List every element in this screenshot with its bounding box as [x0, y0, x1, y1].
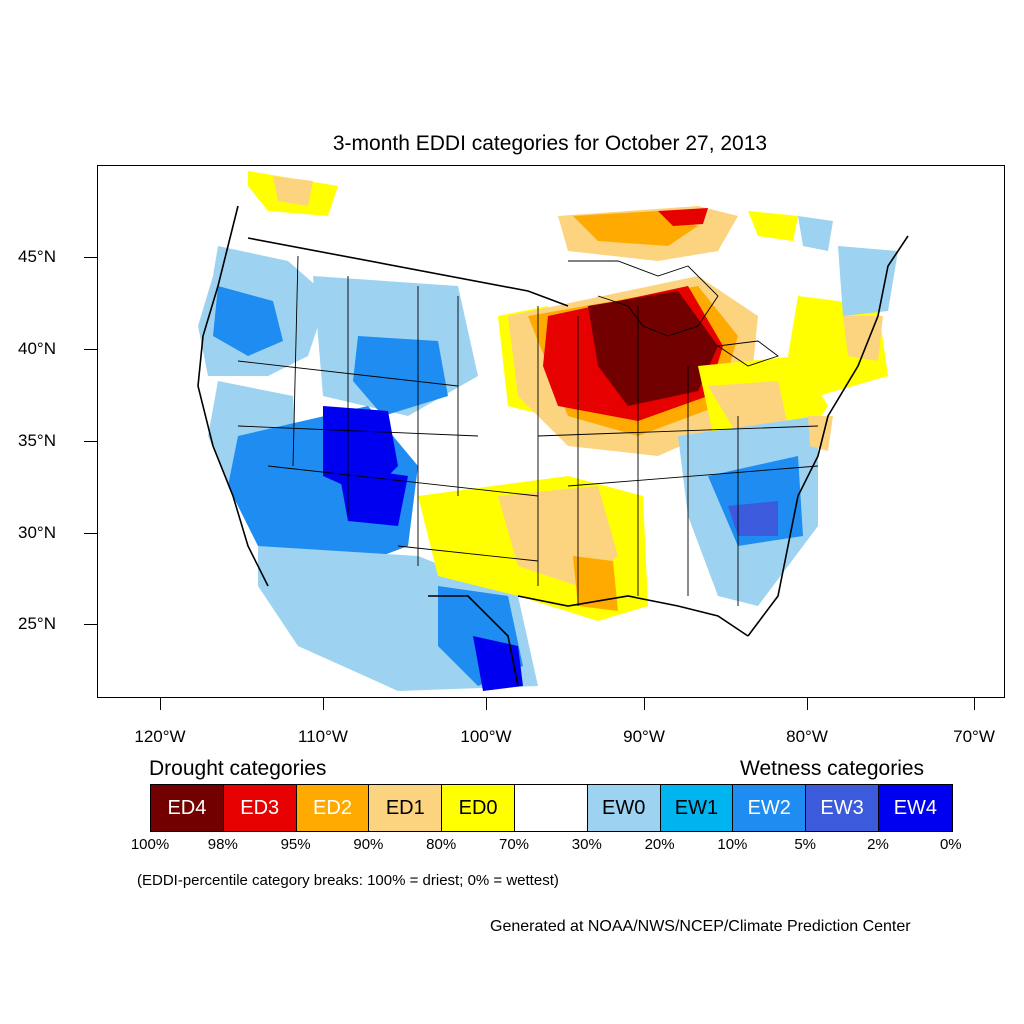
region-az-ew4: [338, 466, 408, 526]
lon-label-120w: 120°W: [134, 727, 186, 746]
legend-cell-ed2: ED2: [296, 785, 370, 831]
lat-tick: [84, 624, 97, 625]
state-lines: [237, 255, 819, 606]
region-carolinas-ew2: [708, 456, 803, 546]
lat-label-30n: 30°N: [18, 523, 56, 542]
lat-tick: [84, 441, 97, 442]
lon-tick: [486, 697, 487, 710]
percentile-break-label: 70%: [498, 836, 530, 853]
lat-tick: [84, 349, 97, 350]
region-appalachia-ed1: [708, 381, 788, 436]
region-midwest-ed4: [588, 291, 718, 406]
legend-cell-normal: [514, 785, 588, 831]
lat-tick: [84, 257, 97, 258]
lon-label-90w: 90°W: [623, 727, 665, 746]
legend-cell-ed3: ED3: [223, 785, 297, 831]
percentile-break-label: 100%: [130, 836, 170, 853]
lat-tick: [84, 533, 97, 534]
percentile-break-label: 30%: [571, 836, 602, 853]
lat-label-40n: 40°N: [18, 339, 56, 358]
percentile-break-label: 80%: [426, 836, 457, 853]
eddi-map: [197, 171, 909, 691]
great-lakes: [568, 260, 779, 367]
region-ontario-red: [658, 208, 708, 226]
lat-label-45n: 45°N: [18, 247, 56, 266]
region-arklatex-ed2: [573, 556, 618, 611]
lon-label-100w: 100°W: [460, 727, 512, 746]
percentile-break-label: 5%: [794, 836, 817, 853]
border-canada: [247, 237, 569, 307]
lat-label-35n: 35°N: [18, 431, 56, 450]
lat-label-25n: 25°N: [18, 614, 56, 633]
legend-cell-ew2: EW2: [733, 785, 807, 831]
coastline-west: [197, 205, 269, 587]
percentile-break-label: 95%: [280, 836, 311, 853]
legend-cell-ed1: ED1: [369, 785, 443, 831]
percentile-break-label: 90%: [353, 836, 384, 853]
map-panel: [97, 165, 1005, 698]
legend-cell-ew3: EW3: [806, 785, 879, 831]
percentile-break-label: 10%: [717, 836, 748, 853]
region-quebec-blue: [798, 216, 833, 251]
region-delmarva-ed1: [808, 416, 833, 451]
legend-cell-ew1: EW1: [660, 785, 734, 831]
map-title: 3-month EDDI categories for October 27, …: [332, 132, 768, 155]
drought-heading: Drought categories: [149, 757, 327, 780]
legend-cell-ew0: EW0: [587, 785, 661, 831]
lon-label-110w: 110°W: [298, 727, 348, 746]
legend-cell-ew4: EW4: [878, 785, 952, 831]
region-quebec-yellow: [748, 211, 798, 241]
region-georgia-ew4: [728, 501, 778, 536]
wetness-heading: Wetness categories: [740, 757, 925, 780]
lon-label-70w: 70°W: [953, 727, 995, 746]
lon-tick: [323, 697, 324, 710]
legend-cell-ed0: ED0: [442, 785, 515, 831]
lon-tick: [644, 697, 645, 710]
category-note: (EDDI-percentile category breaks: 100% =…: [137, 872, 559, 889]
region-canada-orange: [273, 176, 313, 206]
lon-tick: [160, 697, 161, 710]
legend-cell-ed4: ED4: [151, 785, 224, 831]
lon-label-80w: 80°W: [786, 727, 828, 746]
coastline-gulf: [428, 595, 749, 687]
lon-tick: [807, 697, 808, 710]
percentile-break-label: 98%: [207, 836, 238, 853]
region-wyoming-ew2: [353, 336, 448, 416]
lon-tick: [974, 697, 975, 710]
region-newengland-ew1: [838, 246, 898, 316]
credit-line: Generated at NOAA/NWS/NCEP/Climate Predi…: [490, 918, 911, 935]
percentile-break-label: 0%: [939, 836, 962, 853]
percentile-break-label: 20%: [644, 836, 675, 853]
region-oregon-ew2: [213, 286, 283, 356]
category-legend: ED4 ED3 ED2 ED1 ED0 EW0 EW1 EW2 EW3 EW4: [150, 784, 953, 832]
percentile-break-label: 2%: [867, 836, 889, 853]
coastline-east: [747, 235, 909, 637]
